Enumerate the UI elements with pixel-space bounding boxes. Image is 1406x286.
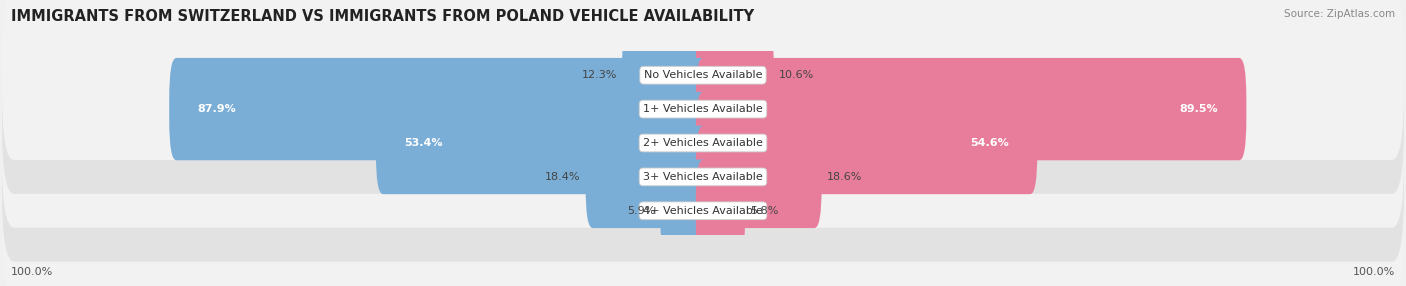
Text: 12.3%: 12.3%: [582, 70, 617, 80]
Text: 100.0%: 100.0%: [11, 267, 53, 277]
Text: 10.6%: 10.6%: [779, 70, 814, 80]
Text: 4+ Vehicles Available: 4+ Vehicles Available: [643, 206, 763, 216]
FancyBboxPatch shape: [696, 160, 745, 262]
Text: 3+ Vehicles Available: 3+ Vehicles Available: [643, 172, 763, 182]
FancyBboxPatch shape: [696, 24, 773, 126]
FancyBboxPatch shape: [661, 160, 710, 262]
Text: 18.6%: 18.6%: [827, 172, 862, 182]
FancyBboxPatch shape: [1, 126, 1405, 286]
Text: 2+ Vehicles Available: 2+ Vehicles Available: [643, 138, 763, 148]
Text: 53.4%: 53.4%: [404, 138, 443, 148]
FancyBboxPatch shape: [1, 92, 1405, 262]
FancyBboxPatch shape: [696, 92, 1038, 194]
Text: Source: ZipAtlas.com: Source: ZipAtlas.com: [1284, 9, 1395, 19]
Text: 87.9%: 87.9%: [197, 104, 236, 114]
FancyBboxPatch shape: [1, 24, 1405, 194]
Text: 54.6%: 54.6%: [970, 138, 1010, 148]
FancyBboxPatch shape: [375, 92, 710, 194]
Text: 18.4%: 18.4%: [546, 172, 581, 182]
Text: 5.8%: 5.8%: [749, 206, 778, 216]
Text: 89.5%: 89.5%: [1180, 104, 1218, 114]
FancyBboxPatch shape: [621, 24, 710, 126]
FancyBboxPatch shape: [696, 58, 1246, 160]
FancyBboxPatch shape: [1, 0, 1405, 160]
Text: 100.0%: 100.0%: [1353, 267, 1395, 277]
FancyBboxPatch shape: [169, 58, 710, 160]
FancyBboxPatch shape: [1, 58, 1405, 228]
Text: 1+ Vehicles Available: 1+ Vehicles Available: [643, 104, 763, 114]
Text: 5.9%: 5.9%: [627, 206, 655, 216]
Text: No Vehicles Available: No Vehicles Available: [644, 70, 762, 80]
Text: IMMIGRANTS FROM SWITZERLAND VS IMMIGRANTS FROM POLAND VEHICLE AVAILABILITY: IMMIGRANTS FROM SWITZERLAND VS IMMIGRANT…: [11, 9, 755, 23]
FancyBboxPatch shape: [696, 126, 821, 228]
FancyBboxPatch shape: [585, 126, 710, 228]
